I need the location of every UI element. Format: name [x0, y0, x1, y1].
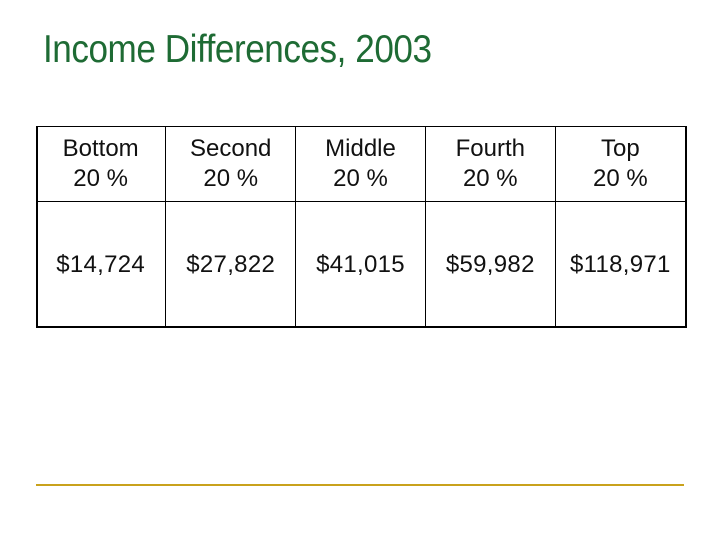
- income-table: Bottom 20 % Second 20 % Middle 20 % Four…: [36, 126, 685, 327]
- header-cell-fourth: Fourth 20 %: [424, 126, 556, 202]
- header-percent: 20 %: [333, 164, 388, 192]
- footer-rule: [36, 484, 684, 486]
- header-cell-top: Top 20 %: [554, 126, 685, 202]
- header-label: Bottom: [62, 134, 139, 162]
- value-row: $14,724 $27,822 $41,015 $59,982 $118,971: [36, 201, 685, 327]
- header-cell-middle: Middle 20 %: [295, 126, 426, 202]
- header-label: Middle: [325, 134, 396, 162]
- header-label: Top: [600, 134, 640, 162]
- header-percent: 20 %: [462, 164, 518, 192]
- header-cell-bottom: Bottom 20 %: [36, 126, 166, 202]
- header-cell-second: Second 20 %: [165, 126, 296, 202]
- header-percent: 20 %: [73, 164, 128, 192]
- value-cell-fourth: $59,982: [424, 201, 556, 327]
- header-label: Second: [189, 134, 272, 162]
- header-label: Fourth: [455, 134, 525, 162]
- slide-title: Income Differences, 2003: [43, 28, 432, 71]
- value-cell-second: $27,822: [165, 201, 296, 327]
- value-cell-bottom: $14,724: [56, 250, 146, 278]
- header-percent: 20 %: [203, 164, 259, 192]
- header-percent: 20 %: [592, 164, 648, 192]
- value-cell-top: $118,971: [554, 201, 685, 327]
- value-cell-middle: $41,015: [295, 201, 426, 327]
- header-row: Bottom 20 % Second 20 % Middle 20 % Four…: [36, 126, 685, 202]
